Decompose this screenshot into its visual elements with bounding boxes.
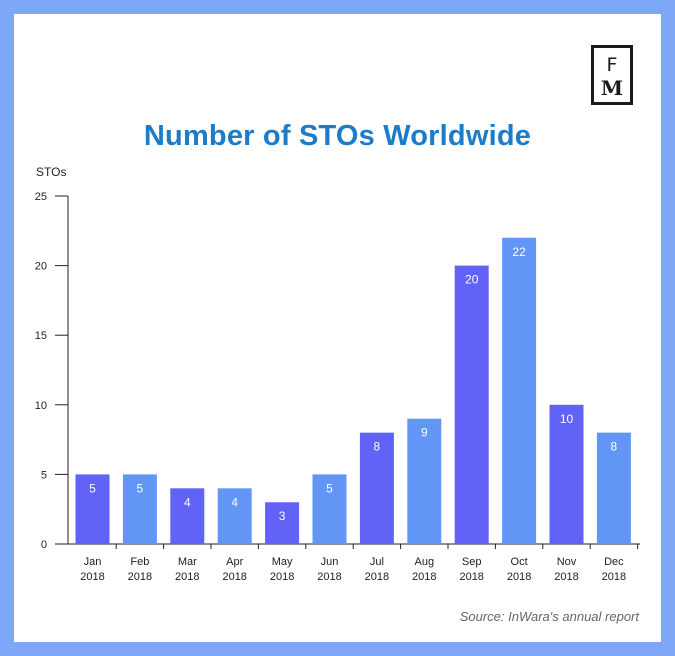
bar (407, 418, 442, 544)
x-category-year-label: 2018 (602, 571, 626, 583)
x-category-label: Jun (321, 556, 339, 568)
y-tick-label: 0 (41, 539, 47, 551)
bar (122, 474, 157, 544)
x-category-label: May (272, 556, 293, 568)
x-category-label: Dec (604, 556, 624, 568)
x-category-year-label: 2018 (80, 571, 104, 583)
bar-value-label: 9 (421, 426, 428, 440)
source-note: Source: InWara's annual report (459, 609, 639, 624)
bar (265, 502, 300, 544)
chart-title: Number of STOs Worldwide (143, 120, 532, 152)
bar-value-label: 20 (465, 273, 479, 287)
x-category-label: Nov (557, 556, 577, 568)
x-category-year-label: 2018 (175, 571, 199, 583)
x-category-label: Mar (178, 556, 197, 568)
bar (359, 432, 394, 544)
y-tick-label: 10 (35, 400, 47, 412)
y-tick-label: 25 (35, 191, 47, 203)
bar-value-label: 22 (512, 245, 526, 259)
y-axis-label: STOs (36, 165, 67, 179)
x-category-label: Feb (130, 556, 149, 568)
bar-value-label: 5 (89, 481, 96, 495)
x-category-year-label: 2018 (317, 571, 341, 583)
y-tick-label: 15 (35, 330, 47, 342)
bar (596, 432, 631, 544)
bar (170, 488, 205, 544)
bar-value-label: 8 (611, 440, 618, 454)
bar (75, 474, 110, 544)
x-category-year-label: 2018 (365, 571, 389, 583)
fm-logo: F M (591, 45, 633, 105)
bar-value-label: 4 (184, 495, 191, 509)
logo-letter-f: F (606, 54, 618, 76)
bar (217, 488, 252, 544)
x-category-label: Jan (84, 556, 102, 568)
x-category-year-label: 2018 (270, 571, 294, 583)
x-category-year-label: 2018 (507, 571, 531, 583)
x-category-year-label: 2018 (412, 571, 436, 583)
bar (502, 237, 537, 544)
bar-value-label: 8 (374, 440, 381, 454)
bar-value-label: 5 (137, 481, 144, 495)
x-category-label: Oct (511, 556, 528, 568)
bar (454, 265, 489, 544)
bar-value-label: 4 (231, 495, 238, 509)
bar-value-label: 10 (560, 412, 574, 426)
bar (549, 404, 584, 544)
x-category-year-label: 2018 (459, 571, 483, 583)
x-category-label: Jul (370, 556, 384, 568)
bar-value-label: 5 (326, 481, 333, 495)
bar-value-label: 3 (279, 509, 286, 523)
x-category-label: Aug (415, 556, 435, 568)
y-tick-label: 20 (35, 261, 47, 273)
x-category-year-label: 2018 (554, 571, 578, 583)
x-category-year-label: 2018 (222, 571, 246, 583)
logo-letter-m: M (600, 76, 624, 100)
x-category-year-label: 2018 (128, 571, 152, 583)
x-category-label: Apr (226, 556, 243, 568)
x-category-label: Sep (462, 556, 482, 568)
bar (312, 474, 347, 544)
y-tick-label: 5 (41, 469, 47, 481)
